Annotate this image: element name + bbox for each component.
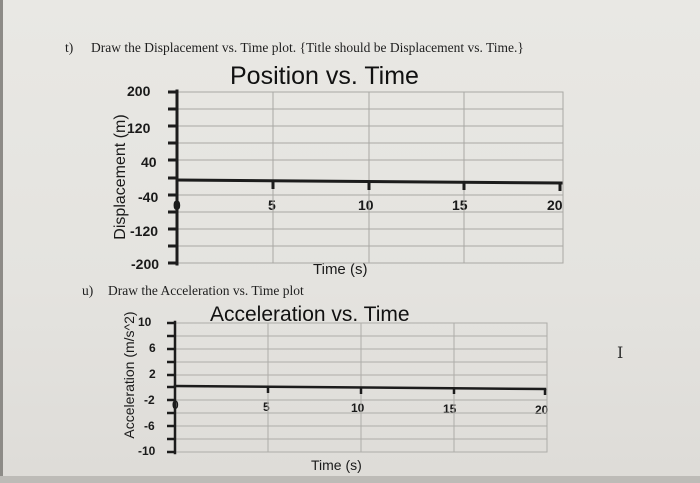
question-number: u) <box>82 283 94 298</box>
chart-title: Position vs. Time <box>230 62 419 90</box>
y-tick-label: 2 <box>149 367 156 381</box>
x-axis <box>173 384 547 391</box>
question-text: Draw the Displacement vs. Time plot. {Ti… <box>91 40 524 55</box>
x-axis <box>175 178 563 185</box>
y-tick-label: -2 <box>144 393 155 407</box>
y-tick-label: -120 <box>130 223 159 239</box>
x-axis-label: Time (s) <box>311 457 362 473</box>
question-t: t) Draw the Displacement vs. Time plot. {… <box>65 40 524 56</box>
screen-edge-left <box>0 0 3 483</box>
question-u: u) Draw the Acceleration vs. Time plot <box>82 283 304 299</box>
y-tick-label: -10 <box>138 444 156 458</box>
screen-edge-bottom <box>0 476 700 483</box>
text-cursor-icon: I <box>617 343 624 362</box>
y-tick-label: -200 <box>131 256 160 272</box>
question-text: Draw the Acceleration vs. Time plot <box>108 283 304 298</box>
x-tick-label: 5 <box>263 400 270 414</box>
y-tick-label: 120 <box>127 120 151 136</box>
x-axis-label: Time (s) <box>313 261 368 278</box>
y-tick-label: -40 <box>138 189 159 205</box>
question-number: t) <box>65 40 74 55</box>
chart-title: Acceleration vs. Time <box>210 303 410 326</box>
y-tick-label: 6 <box>149 341 156 355</box>
x-tick-label: 10 <box>358 197 374 213</box>
y-tick-label: 200 <box>127 83 151 99</box>
y-tick-label: -6 <box>144 419 155 433</box>
x-tick-label: 5 <box>268 197 276 213</box>
x-tick-label: 20 <box>547 197 563 213</box>
worksheet-page <box>3 0 700 476</box>
y-tick-label: 40 <box>141 154 157 170</box>
y-tick-label: 10 <box>138 315 152 329</box>
